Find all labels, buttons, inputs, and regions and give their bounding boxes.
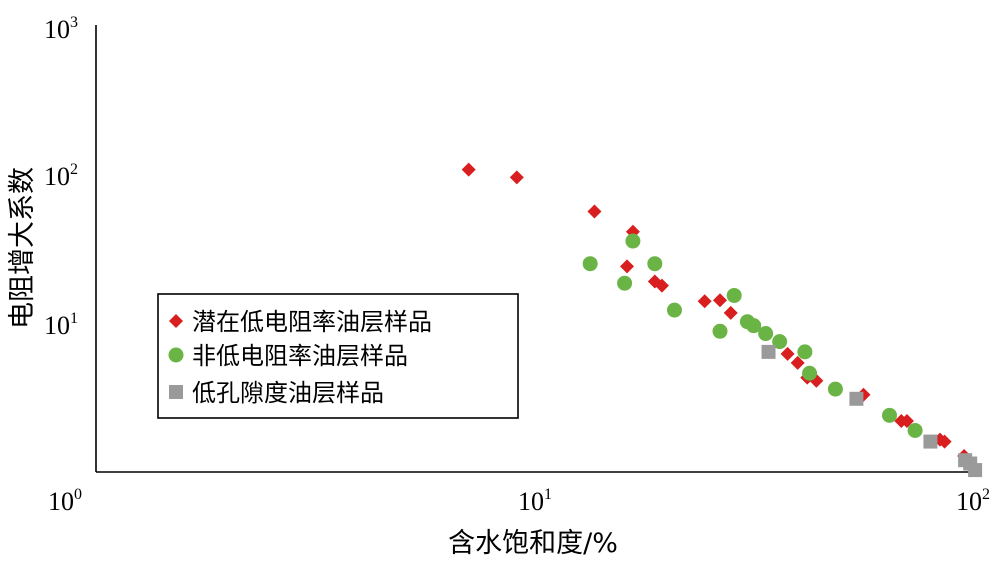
legend: 潜在低电阻率油层样品 非低电阻率油层样品 低孔隙度油层样品 <box>157 293 519 419</box>
x-tick-label-100: 102 <box>956 486 990 516</box>
y-tick-label-100: 102 <box>44 161 78 191</box>
point-series0-8 <box>713 293 728 308</box>
point-series0-11 <box>790 355 805 370</box>
point-series1-11 <box>797 344 813 360</box>
legend-marker-circle <box>168 347 184 363</box>
point-series1-4 <box>666 302 682 318</box>
point-series0-18 <box>937 434 952 449</box>
point-series1-12 <box>802 365 818 381</box>
point-series2-5 <box>968 463 983 478</box>
point-series1-3 <box>647 256 663 272</box>
y-axis-title: 电阻增大系数 <box>7 167 38 329</box>
point-series1-9 <box>758 326 774 342</box>
point-series2-2 <box>923 434 938 449</box>
point-series1-2 <box>625 233 641 249</box>
y-tick-label-10: 101 <box>44 310 78 340</box>
point-series2-1 <box>849 391 864 406</box>
point-series1-6 <box>726 287 742 303</box>
point-series1-5 <box>712 323 728 339</box>
x-tick-label-10: 101 <box>518 486 552 516</box>
point-series1-8 <box>746 318 762 334</box>
x-tick-label-1: 100 <box>48 486 82 516</box>
point-series1-14 <box>882 407 898 423</box>
legend-box <box>157 293 519 419</box>
point-series1-10 <box>772 334 788 350</box>
legend-label-potential-low-resistivity: 潜在低电阻率油层样品 <box>192 308 432 336</box>
point-series1-15 <box>907 422 923 438</box>
point-series0-16 <box>899 413 914 428</box>
point-series0-6 <box>654 278 669 293</box>
point-series1-1 <box>617 275 633 291</box>
legend-marker-square <box>169 385 183 399</box>
point-series2-0 <box>761 344 776 359</box>
point-series0-2 <box>587 204 602 219</box>
point-series1-0 <box>582 256 598 272</box>
y-tick-label-1000: 103 <box>44 14 78 44</box>
x-axis-title: 含水饱和度/% <box>448 528 618 559</box>
point-series0-10 <box>780 346 795 361</box>
legend-marker-diamond <box>169 314 183 328</box>
legend-label-low-porosity: 低孔隙度油层样品 <box>192 379 384 407</box>
data-points <box>461 162 983 478</box>
point-series1-13 <box>827 381 843 397</box>
point-series0-7 <box>697 294 712 309</box>
point-series0-9 <box>723 305 738 320</box>
point-series0-1 <box>509 170 524 185</box>
point-series0-0 <box>461 162 476 177</box>
legend-label-non-low-resistivity: 非低电阻率油层样品 <box>192 342 408 370</box>
point-series0-4 <box>620 259 635 274</box>
